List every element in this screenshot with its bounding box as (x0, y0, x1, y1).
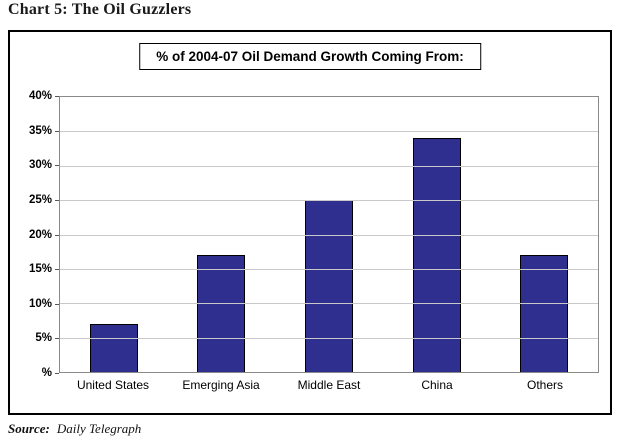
gridline (60, 303, 598, 305)
source-label: Source: (8, 421, 50, 436)
chart-frame: % of 2004-07 Oil Demand Growth Coming Fr… (8, 30, 612, 415)
y-tick-mark (55, 269, 59, 271)
y-tick-mark (55, 96, 59, 97)
y-tick-mark (55, 165, 59, 167)
bar-china (412, 138, 461, 372)
gridline (60, 165, 598, 167)
y-tick-label: 10% (28, 297, 52, 310)
x-axis-labels: United States Emerging Asia Middle East Chi… (59, 378, 599, 392)
plot-area (59, 96, 599, 373)
y-tick-mark (55, 338, 59, 340)
bar-slot (383, 97, 491, 372)
source-value: Daily Telegraph (56, 421, 142, 436)
bar-slot (168, 97, 276, 372)
chart-title: % of 2004-07 Oil Demand Growth Coming Fr… (139, 43, 481, 70)
gridline (60, 200, 598, 202)
x-tick-label: Middle East (297, 378, 361, 392)
y-tick-mark (55, 130, 59, 132)
gridline (60, 337, 598, 339)
y-tick-label: 35% (28, 124, 52, 137)
y-tick-label: 15% (28, 263, 52, 276)
x-tick-label: United States (76, 378, 150, 392)
bar-middle-east (304, 200, 353, 372)
x-tick-label: China (421, 378, 453, 392)
bars-row (60, 97, 598, 372)
y-tick-label: 40% (28, 90, 52, 102)
y-tick-label: 5% (35, 332, 52, 345)
y-tick-mark (55, 234, 59, 236)
bar-others (520, 255, 569, 372)
y-tick-label: 30% (28, 159, 52, 172)
y-tick-mark (55, 199, 59, 201)
y-tick-label: 25% (28, 193, 52, 206)
source-line: Source: Daily Telegraph (8, 421, 141, 437)
y-tick-label: % (41, 367, 52, 379)
gridline (60, 234, 598, 236)
gridline (60, 268, 598, 270)
bar-emerging-asia (197, 255, 246, 372)
y-axis-labels: % 5% 10% 15% 20% 25% 30% 35% 40% (10, 90, 52, 379)
x-tick-label: Emerging Asia (182, 378, 260, 392)
bar-united-states (89, 323, 138, 372)
bar-slot (490, 97, 598, 372)
x-tick-label: Others (526, 378, 563, 392)
y-tick-mark (55, 373, 59, 374)
y-tick-label: 20% (28, 228, 52, 241)
bar-slot (60, 97, 168, 372)
y-tick-mark (55, 303, 59, 305)
page-title: Chart 5: The Oil Guzzlers (8, 1, 192, 18)
gridline (60, 131, 598, 133)
